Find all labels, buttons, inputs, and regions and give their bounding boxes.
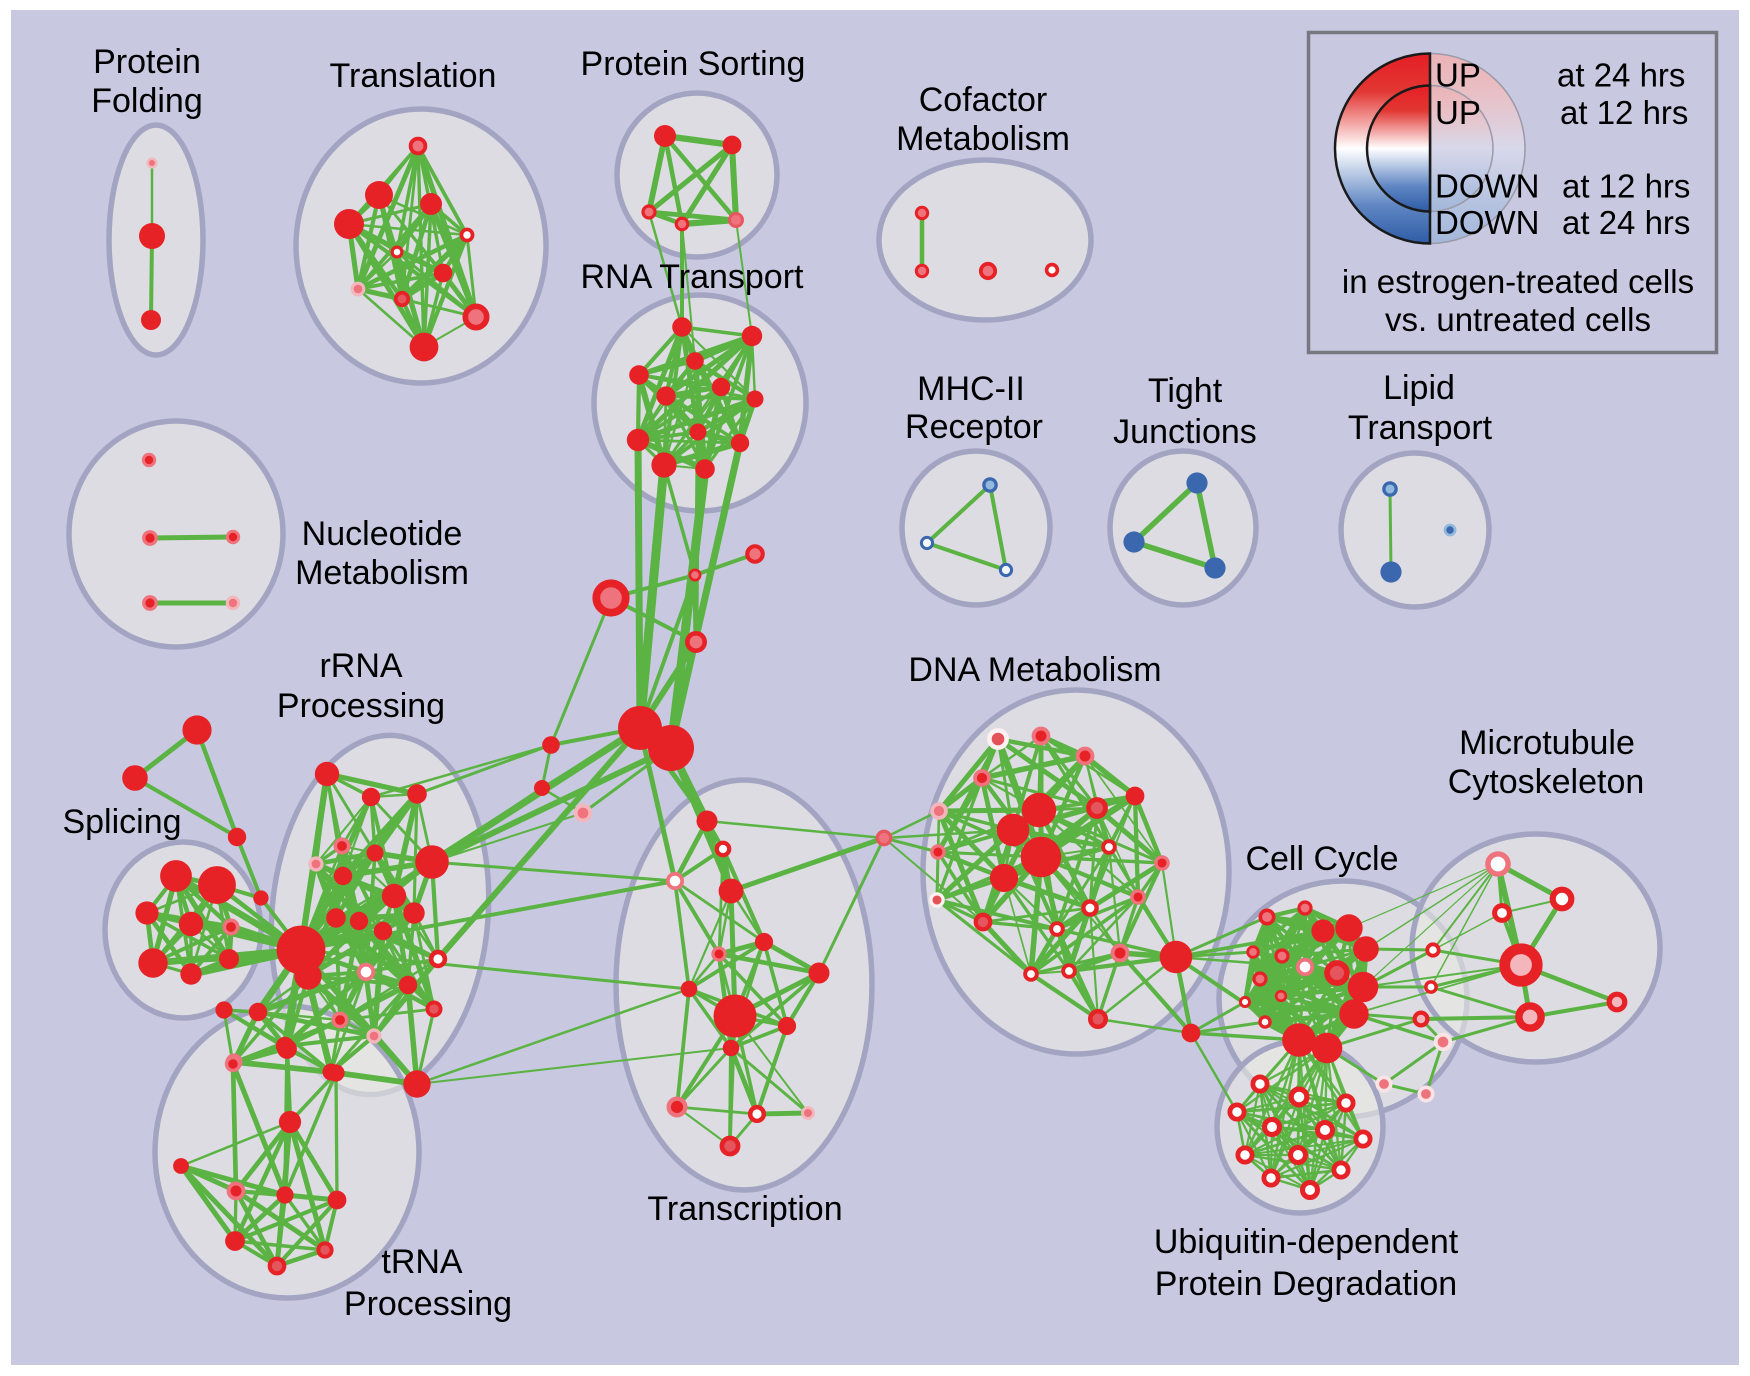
svg-text:Tight: Tight [1148,372,1223,410]
svg-text:Protein Degradation: Protein Degradation [1155,1265,1457,1303]
svg-text:MHC-II: MHC-II [917,370,1025,408]
svg-text:at 12 hrs: at 12 hrs [1562,168,1690,205]
svg-text:at 24 hrs: at 24 hrs [1557,57,1685,94]
svg-text:Protein Sorting: Protein Sorting [581,45,806,83]
svg-text:DOWN: DOWN [1435,204,1539,241]
svg-text:Ubiquitin-dependent: Ubiquitin-dependent [1154,1223,1459,1261]
svg-text:rRNA: rRNA [319,647,402,685]
svg-text:DNA Metabolism: DNA Metabolism [908,651,1161,689]
svg-text:Nucleotide: Nucleotide [302,515,463,553]
svg-text:Splicing: Splicing [62,803,181,841]
svg-text:Cytoskeleton: Cytoskeleton [1448,763,1645,801]
svg-text:in estrogen-treated cells: in estrogen-treated cells [1342,263,1694,300]
svg-text:Translation: Translation [330,57,497,95]
svg-text:Cofactor: Cofactor [919,81,1048,119]
svg-text:DOWN: DOWN [1435,168,1539,205]
svg-text:at 24 hrs: at 24 hrs [1562,204,1690,241]
svg-text:UP: UP [1435,57,1481,94]
svg-text:Transcription: Transcription [647,1190,842,1228]
svg-text:vs. untreated cells: vs. untreated cells [1385,301,1651,338]
svg-text:Processing: Processing [344,1285,512,1323]
svg-text:Lipid: Lipid [1383,369,1455,407]
svg-text:Cell Cycle: Cell Cycle [1245,840,1398,878]
svg-text:Protein: Protein [93,43,201,81]
svg-text:Junctions: Junctions [1113,413,1257,451]
svg-text:Microtubule: Microtubule [1459,724,1635,762]
svg-text:Receptor: Receptor [905,408,1043,446]
svg-text:tRNA: tRNA [381,1243,463,1281]
svg-text:Metabolism: Metabolism [295,554,469,592]
svg-text:Processing: Processing [277,687,445,725]
svg-text:UP: UP [1435,94,1481,131]
svg-text:RNA Transport: RNA Transport [581,258,805,296]
svg-text:at 12 hrs: at 12 hrs [1560,94,1688,131]
svg-text:Folding: Folding [91,82,203,120]
svg-text:Transport: Transport [1348,409,1493,447]
svg-text:Metabolism: Metabolism [896,120,1070,158]
